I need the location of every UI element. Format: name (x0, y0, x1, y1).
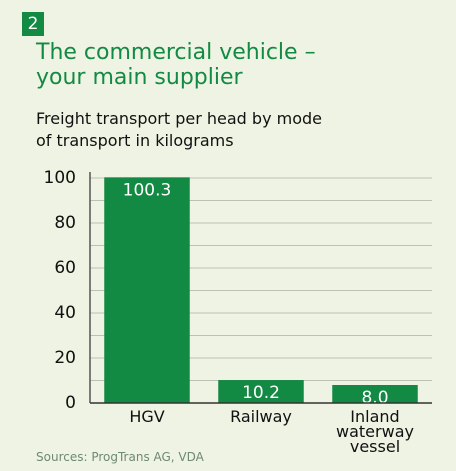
y-tick-label: 80 (54, 213, 76, 233)
y-tick-label: 20 (54, 348, 76, 368)
value-label: 100.3 (123, 180, 172, 200)
chart-subtitle: Freight transport per head by mode of tr… (36, 109, 323, 150)
y-tick-label: 0 (65, 393, 76, 413)
x-tick-label: HGV (129, 407, 165, 426)
value-label: 10.2 (242, 383, 280, 403)
value-label: 8.0 (361, 388, 388, 408)
chart-title: The commercial vehicle – your main suppl… (36, 40, 316, 90)
bar (218, 380, 304, 403)
bar (332, 385, 418, 403)
x-tick-label: Railway (230, 407, 292, 426)
badge: 2 (22, 12, 44, 36)
x-tick-label: Inland waterway vessel (336, 407, 414, 456)
y-tick-label: 60 (54, 258, 76, 278)
bar (104, 177, 190, 403)
y-tick-label: 100 (44, 168, 76, 188)
y-tick-label: 40 (54, 303, 76, 323)
source: Sources: ProgTrans AG, VDA (36, 450, 204, 464)
